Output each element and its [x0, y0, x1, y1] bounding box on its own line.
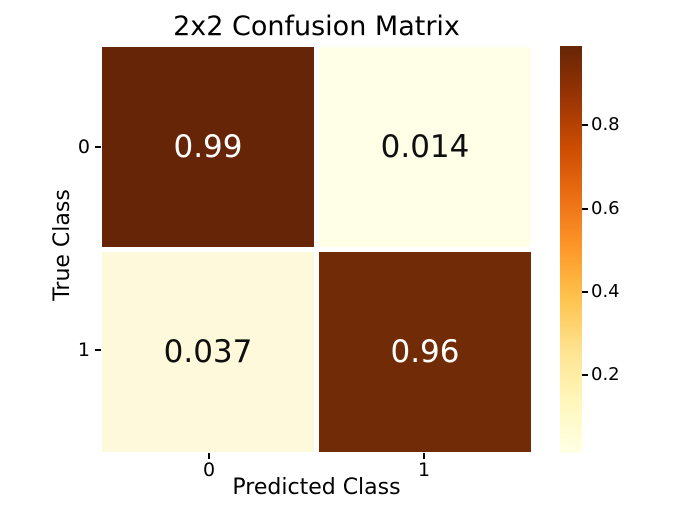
cell-value: 0.014 — [380, 128, 470, 165]
colorbar-tick-mark-06 — [582, 208, 588, 210]
heatmap-cell-r1c1: 0.96 — [319, 252, 531, 452]
x-tick-mark-1 — [423, 453, 425, 459]
heatmap-cell-r0c1: 0.014 — [319, 47, 531, 247]
x-tick-label-1: 1 — [417, 459, 431, 481]
colorbar-tick-mark-08 — [582, 124, 588, 126]
colorbar-tick-mark-04 — [582, 291, 588, 293]
colorbar-gradient — [560, 46, 582, 453]
heatmap: 0.99 0.014 0.037 0.96 — [102, 47, 531, 452]
heatmap-cell-r1c0: 0.037 — [102, 252, 314, 452]
cell-value: 0.96 — [390, 333, 460, 370]
colorbar-tick-label-06: 0.6 — [591, 198, 620, 219]
y-tick-mark-1 — [95, 349, 101, 351]
heatmap-cell-r0c0: 0.99 — [102, 47, 314, 247]
colorbar-tick-mark-02 — [582, 374, 588, 376]
x-tick-mark-0 — [208, 453, 210, 459]
cell-value: 0.99 — [173, 128, 243, 165]
chart-title: 2x2 Confusion Matrix — [173, 11, 460, 42]
y-tick-label-1: 1 — [77, 339, 90, 361]
y-tick-label-0: 0 — [77, 136, 90, 158]
x-axis-label: Predicted Class — [232, 475, 401, 500]
colorbar-tick-label-02: 0.2 — [591, 364, 620, 385]
x-tick-label-0: 0 — [202, 459, 216, 481]
y-tick-mark-0 — [95, 146, 101, 148]
cell-value: 0.037 — [163, 333, 253, 370]
colorbar-tick-label-08: 0.8 — [591, 114, 620, 135]
y-axis-label: True Class — [49, 189, 75, 301]
colorbar-tick-label-04: 0.4 — [591, 281, 620, 302]
